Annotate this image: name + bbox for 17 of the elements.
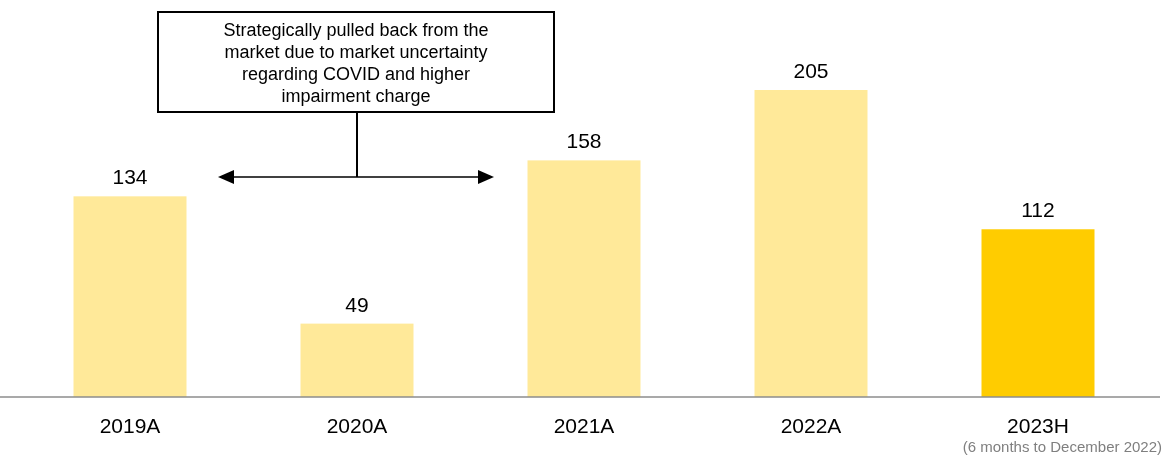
data-label: 158 [566, 129, 602, 153]
bar [527, 160, 641, 397]
annotation: Strategically pulled back from the market due to market uncertainty regarding COVID and higher impairment charge [223, 20, 489, 106]
bar [754, 90, 868, 397]
x-tick-label: 2023H [1007, 414, 1069, 437]
bar [73, 196, 187, 397]
x-tick-label: 2019A [99, 414, 161, 437]
text: (6 months to December 2022) [962, 438, 1162, 455]
bar [300, 323, 414, 397]
data-label: 112 [1021, 198, 1055, 222]
bar [981, 229, 1095, 397]
data-label: 134 [112, 165, 148, 189]
data-label: 49 [345, 292, 369, 316]
x-tick-label: 2021A [553, 414, 615, 437]
data-label: 205 [793, 59, 829, 82]
x-tick-label: 2022A [780, 414, 842, 437]
x-tick-label: 2020A [326, 414, 388, 437]
